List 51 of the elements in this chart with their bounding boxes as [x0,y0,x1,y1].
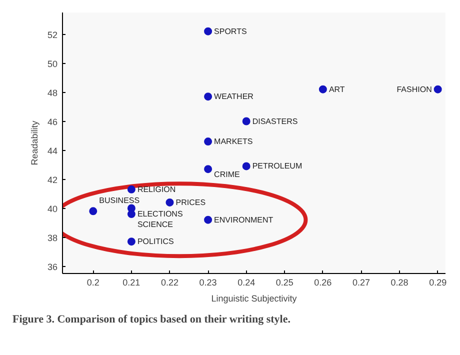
x-axis-title: Linguistic Subjectivity [211,294,298,304]
y-tick-label: 50 [47,58,58,69]
annotation: POLITICS [137,237,174,246]
point [318,85,327,94]
point [204,138,212,146]
y-tick-label: 48 [47,88,58,98]
y-axis-title: Readability [29,120,40,166]
x-tick-label: 0.29 [429,278,447,288]
annotation: ELECTIONS [137,209,183,218]
point [204,27,212,36]
annotation: SPORTS [214,26,247,36]
x-tick-label: 0.26 [314,278,332,288]
point [204,165,212,174]
annotation: CRIME [214,170,240,180]
annotation: ENVIRONMENT [214,215,274,224]
point [127,210,136,218]
annotation: SCIENCE [137,220,174,230]
point [89,207,98,216]
y-tick-label: 42 [47,174,58,185]
x-tick-label: 0.23 [199,278,217,288]
x-tick-label: 0.28 [390,278,408,288]
annotation: DISASTERS [252,116,298,126]
annotation: PRICES [176,198,206,207]
x-tick-label: 0.25 [276,278,294,288]
annotation: ART [328,84,345,94]
point [127,238,136,246]
point [242,162,250,170]
x-tick-label: 0.24 [238,278,256,288]
point [127,185,136,194]
y-tick-label: 52 [47,30,58,40]
y-tick-label: 46 [47,116,58,127]
y-tick-label: 36 [47,262,58,272]
annotation: RELIGION [137,184,176,194]
annotation: WEATHER [214,92,254,102]
point [434,85,442,94]
x-tick-label: 0.22 [160,278,179,288]
point [242,117,250,126]
y-tick-label: 40 [47,204,58,214]
annotation: MARKETS [214,137,253,146]
caption: Figure 3. Comparison of topics based on their writing style. [12,314,291,326]
x-tick-label: 0.27 [352,278,370,288]
y-tick-label: 44 [47,146,58,156]
x-tick-label: 0.2 [86,278,100,288]
point [204,92,212,101]
point [204,216,212,224]
y-tick-label: 38 [47,232,58,243]
annotation: FASHION [396,84,432,94]
x-tick-label: 0.21 [122,278,140,288]
annotation: PETROLEUM [252,162,302,171]
annotation: BUSINESS [99,196,140,206]
point [166,198,174,206]
